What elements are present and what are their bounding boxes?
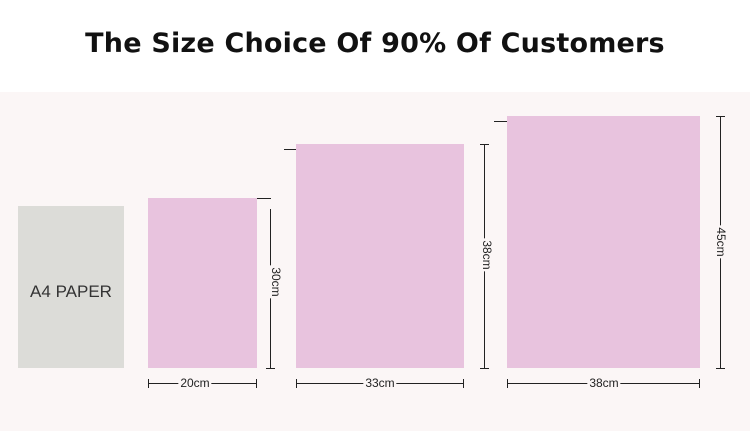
headline: The Size Choice Of 90% Of Customers bbox=[85, 28, 665, 59]
bag-medium-top-guide bbox=[284, 149, 296, 150]
bag-large-height-tick-bottom bbox=[716, 368, 725, 369]
bag-small-height-label: 30cm bbox=[269, 265, 283, 299]
bag-large-height-tick-top bbox=[716, 116, 725, 117]
bag-small-height-tick-bottom bbox=[266, 368, 275, 369]
a4-paper-label: A4 PAPER bbox=[30, 282, 112, 301]
a4-paper: A4 PAPER bbox=[18, 206, 124, 368]
bag-large-width-label: 38cm bbox=[587, 376, 621, 390]
bag-medium-width-label: 33cm bbox=[363, 376, 397, 390]
bag-large-width-tick-right bbox=[699, 379, 700, 388]
bag-large-top-guide bbox=[494, 121, 507, 122]
bag-small-width-tick-right bbox=[256, 379, 257, 388]
bag-medium-width-tick-left bbox=[296, 379, 297, 388]
bag-large-width-tick-left bbox=[507, 379, 508, 388]
bag-medium-height-tick-top bbox=[480, 144, 489, 145]
bag-small-width-tick-left bbox=[148, 379, 149, 388]
bag-large-height-label: 45cm bbox=[714, 225, 728, 259]
bag-small bbox=[148, 198, 257, 368]
bag-medium-width-tick-right bbox=[463, 379, 464, 388]
bag-small-top-guide bbox=[257, 198, 271, 199]
bag-large bbox=[507, 116, 700, 368]
size-comparison: A4 PAPER 30cm 20cm 38cm 33cm 45cm 38cm bbox=[0, 92, 750, 431]
bag-small-width-label: 20cm bbox=[178, 376, 212, 390]
bag-medium-height-label: 38cm bbox=[480, 238, 494, 272]
bag-medium bbox=[296, 144, 464, 368]
headline-band: The Size Choice Of 90% Of Customers bbox=[0, 0, 750, 92]
bag-medium-height-tick-bottom bbox=[480, 368, 489, 369]
